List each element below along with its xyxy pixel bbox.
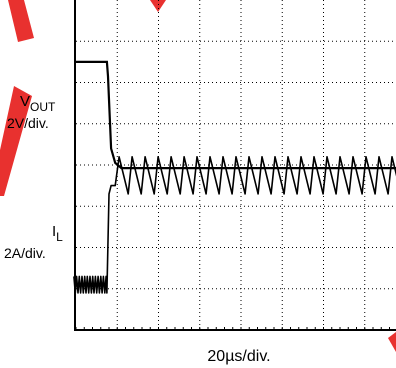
logo-shard-bottom — [388, 332, 396, 352]
logo-arc-top — [8, 0, 34, 42]
il-trace — [73, 156, 396, 294]
logo-shard-top — [150, 0, 166, 12]
il-label: IL — [52, 223, 63, 244]
plot-traces — [73, 60, 396, 294]
il-scale-label: 2A/div. — [4, 245, 46, 261]
x-scale-label: 20µs/div. — [207, 348, 270, 365]
plot-frame — [74, 0, 396, 331]
logo-arc-left — [0, 86, 32, 196]
logo-mark — [0, 0, 396, 352]
vout-trace — [76, 60, 396, 170]
vout-scale-label: 2V/div. — [7, 115, 49, 131]
plot-grid — [75, 0, 396, 330]
vout-label: VOUT — [20, 93, 56, 114]
